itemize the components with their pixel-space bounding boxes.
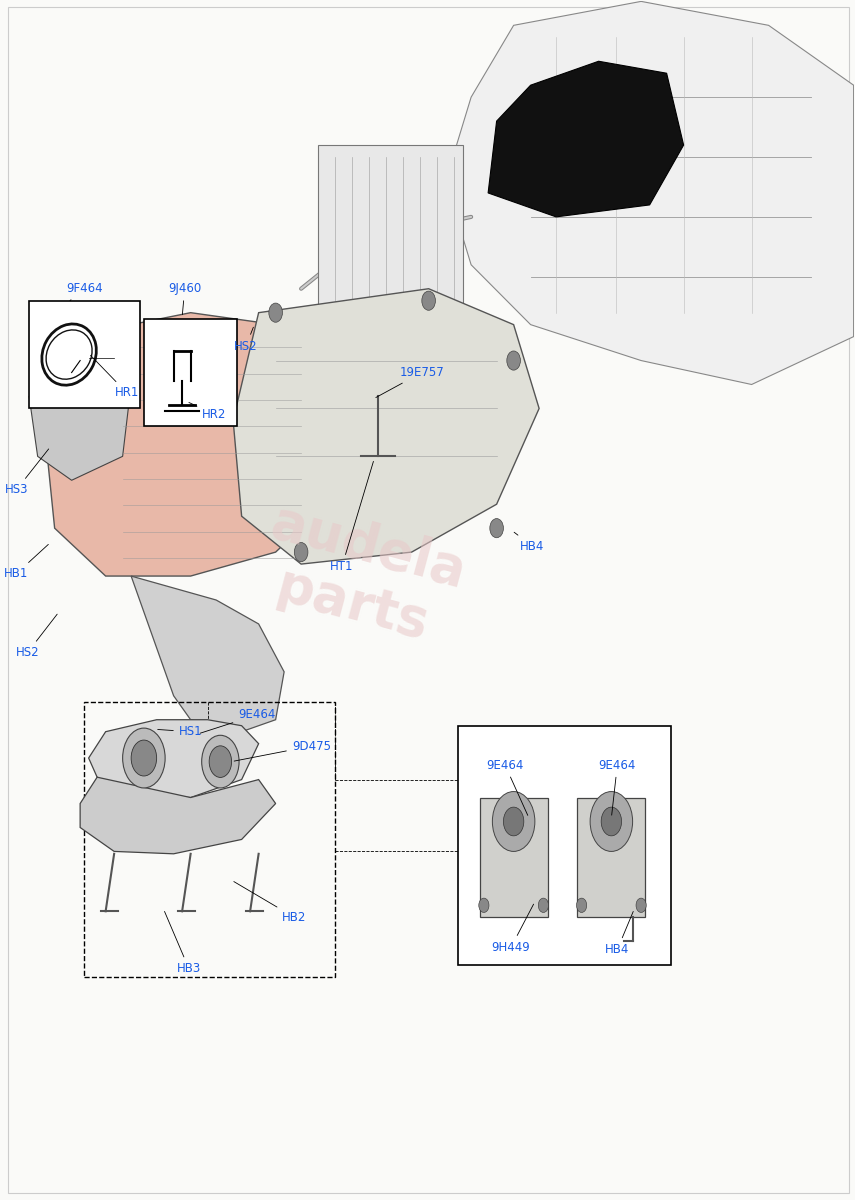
Text: audela
parts: audela parts [250,496,472,656]
Circle shape [479,898,489,912]
Bar [144,319,238,426]
Text: 9F464: 9F464 [66,282,103,301]
Text: 9E464: 9E464 [598,758,636,815]
Bar [458,726,671,965]
PathPatch shape [89,720,258,798]
Circle shape [636,898,646,912]
Circle shape [601,808,622,836]
Bar [29,301,139,408]
Circle shape [122,728,165,788]
PathPatch shape [233,289,540,564]
Circle shape [131,740,156,776]
Text: HB1: HB1 [4,545,49,580]
Text: 9D475: 9D475 [234,739,331,761]
PathPatch shape [80,778,275,854]
Bar [577,798,646,917]
Text: 9E464: 9E464 [486,758,528,815]
Circle shape [422,292,435,311]
Circle shape [294,542,308,562]
PathPatch shape [488,61,684,217]
Bar [480,798,547,917]
Text: HR1: HR1 [91,355,139,400]
PathPatch shape [445,1,853,384]
Circle shape [268,304,282,323]
Text: HB4: HB4 [605,912,634,956]
Circle shape [490,518,504,538]
Text: HB4: HB4 [514,533,545,553]
Circle shape [209,746,232,778]
Circle shape [590,792,633,852]
Text: HT1: HT1 [330,461,374,572]
Circle shape [202,736,239,788]
Circle shape [576,898,587,912]
Text: HS2: HS2 [15,614,57,659]
Circle shape [504,808,524,836]
Text: 19E757: 19E757 [376,366,445,397]
Circle shape [539,898,548,912]
Text: HB2: HB2 [233,882,306,924]
Bar [85,702,335,977]
Bar [318,145,463,313]
Circle shape [492,792,535,852]
Text: 9E464: 9E464 [200,708,275,733]
Text: HS2: HS2 [234,328,257,353]
PathPatch shape [131,576,284,732]
Text: HR2: HR2 [189,402,227,421]
Text: HS1: HS1 [157,725,203,738]
Text: 9H449: 9H449 [492,904,534,954]
Text: HS3: HS3 [4,449,49,497]
Circle shape [507,350,521,370]
PathPatch shape [29,348,131,480]
Text: 9J460: 9J460 [168,282,201,314]
PathPatch shape [46,313,344,576]
Text: HB3: HB3 [164,912,201,976]
